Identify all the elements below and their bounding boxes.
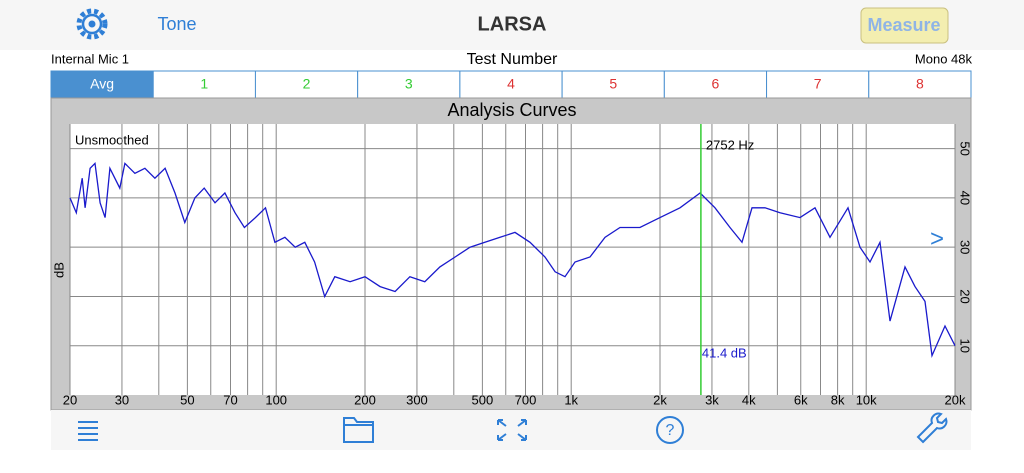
y-tick-label: 30	[958, 240, 973, 254]
y-tick-label: 50	[958, 141, 973, 155]
tab[interactable]	[868, 70, 972, 99]
x-tick-label: 10k	[856, 392, 877, 407]
bottom-bar	[51, 410, 971, 450]
x-tick-label: 50	[180, 392, 194, 407]
settings-button[interactable]	[76, 8, 108, 40]
menu-button[interactable]	[78, 421, 98, 441]
tab-label: 2	[303, 76, 311, 92]
gear-hub	[88, 20, 96, 28]
x-tick-label: 500	[472, 392, 494, 407]
measure-button[interactable]: Measure	[867, 15, 940, 35]
test-label: Test Number	[467, 51, 558, 68]
x-tick-label: 30	[115, 392, 129, 407]
folder-button[interactable]	[343, 417, 374, 443]
help-button[interactable]: ?	[656, 416, 684, 444]
gear-ring	[81, 13, 103, 35]
next-arrow[interactable]: >	[930, 225, 944, 252]
tab-bar: Avg 1 2 3 4 5 6 7 8	[50, 70, 972, 99]
measure-box[interactable]	[860, 7, 949, 44]
x-tick-label: 1k	[564, 392, 578, 407]
y-axis-label: dB	[51, 262, 66, 278]
x-tick-label: 200	[354, 392, 376, 407]
x-tick-label: 20	[63, 392, 77, 407]
plot-area	[70, 124, 955, 395]
tab-label: Avg	[90, 76, 114, 92]
top-bar	[0, 0, 1024, 50]
x-tick-label: 700	[515, 392, 537, 407]
annotation: Unsmoothed	[75, 132, 149, 147]
x-tick-label: 8k	[831, 392, 845, 407]
svg-text:?: ?	[666, 422, 675, 439]
tab-label: 5	[609, 76, 617, 92]
x-tick-label: 70	[223, 392, 237, 407]
y-tick-label: 40	[958, 191, 973, 205]
expand-button[interactable]	[497, 419, 527, 441]
chart-title: Analysis Curves	[447, 100, 576, 120]
cursor-frequency: 2752 Hz	[706, 137, 754, 152]
x-tick-label: 6k	[794, 392, 808, 407]
app-title: LARSA	[478, 13, 547, 35]
tab[interactable]	[766, 70, 870, 99]
input-label: Internal Mic 1	[51, 51, 129, 66]
cursor-level: 41.4 dB	[702, 345, 747, 360]
x-tick-label: 3k	[705, 392, 719, 407]
tab[interactable]	[254, 70, 359, 99]
tab-label: 3	[405, 76, 413, 92]
x-tick-label: 20k	[945, 392, 966, 407]
tab-label: 8	[916, 76, 924, 92]
x-tick-label: 4k	[742, 392, 756, 407]
tab-label: 6	[712, 76, 720, 92]
chart: Analysis Curves Unsmoothed dB 20 30 50 70 100 20…	[51, 100, 972, 408]
tools-button[interactable]	[916, 412, 948, 444]
gear-teeth	[76, 8, 108, 40]
tab-label: 4	[507, 76, 515, 92]
format-label: Mono 48k	[915, 51, 973, 66]
tab[interactable]	[459, 70, 563, 99]
tone-button[interactable]: Tone	[157, 14, 196, 34]
y-tick-label: 10	[958, 338, 973, 352]
x-tick-label: 2k	[653, 392, 667, 407]
tab-label: 7	[814, 76, 822, 92]
curve	[69, 162, 956, 359]
y-tick-label: 20	[958, 289, 973, 303]
tab-label: 1	[200, 76, 208, 92]
tab[interactable]	[152, 70, 256, 99]
x-tick-label: 300	[406, 392, 428, 407]
x-tick-label: 100	[265, 392, 287, 407]
